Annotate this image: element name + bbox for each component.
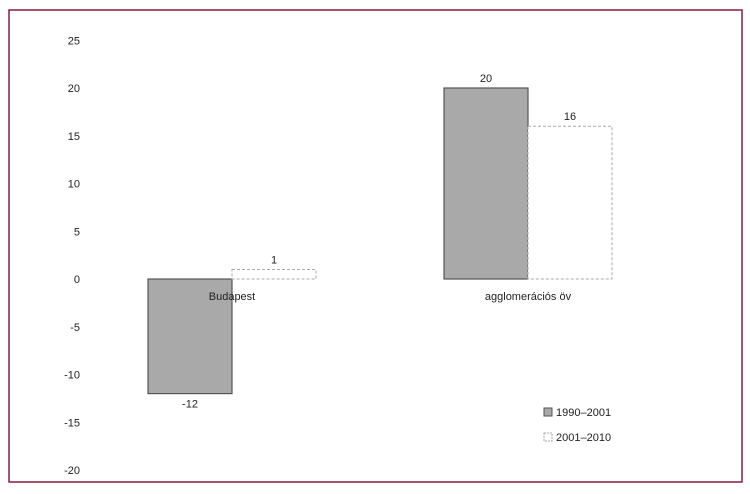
bar-1-1: [147, 278, 233, 395]
data-labels: -12 20 1 16: [182, 73, 576, 411]
legend-label: 2001–2010: [556, 432, 611, 444]
legend-swatch: [543, 432, 553, 442]
chart-border: [8, 9, 743, 483]
y-tick-label: 15: [68, 131, 80, 143]
category-label: agglomerációs öv: [485, 291, 572, 303]
y-axis: 25 20 15 10 5 0 -5 -10 -15 -20: [64, 35, 80, 477]
data-label: 20: [480, 73, 492, 85]
y-tick-label: 20: [68, 83, 80, 95]
data-label: 1: [271, 254, 277, 266]
legend: 1990–2001 2001–2010: [543, 407, 611, 444]
legend-swatch: [543, 407, 553, 417]
y-tick-label: 5: [74, 226, 80, 238]
legend-label: 1990–2001: [556, 407, 611, 419]
bar-2-1: [231, 268, 317, 280]
y-tick-label: -5: [70, 322, 80, 334]
data-label: -12: [182, 399, 198, 411]
data-label: 16: [564, 111, 576, 123]
bar-2-2: [527, 125, 613, 280]
bar-1-2: [443, 87, 529, 280]
category-labels: Budapest agglomerációs öv: [209, 291, 572, 303]
bars: [147, 87, 613, 395]
y-tick-label: 10: [68, 179, 80, 191]
y-tick-label: -20: [64, 465, 80, 477]
category-label: Budapest: [209, 291, 255, 303]
y-tick-label: 0: [74, 274, 80, 286]
y-tick-label: 25: [68, 35, 80, 47]
y-tick-label: -15: [64, 417, 80, 429]
y-tick-label: -10: [64, 370, 80, 382]
